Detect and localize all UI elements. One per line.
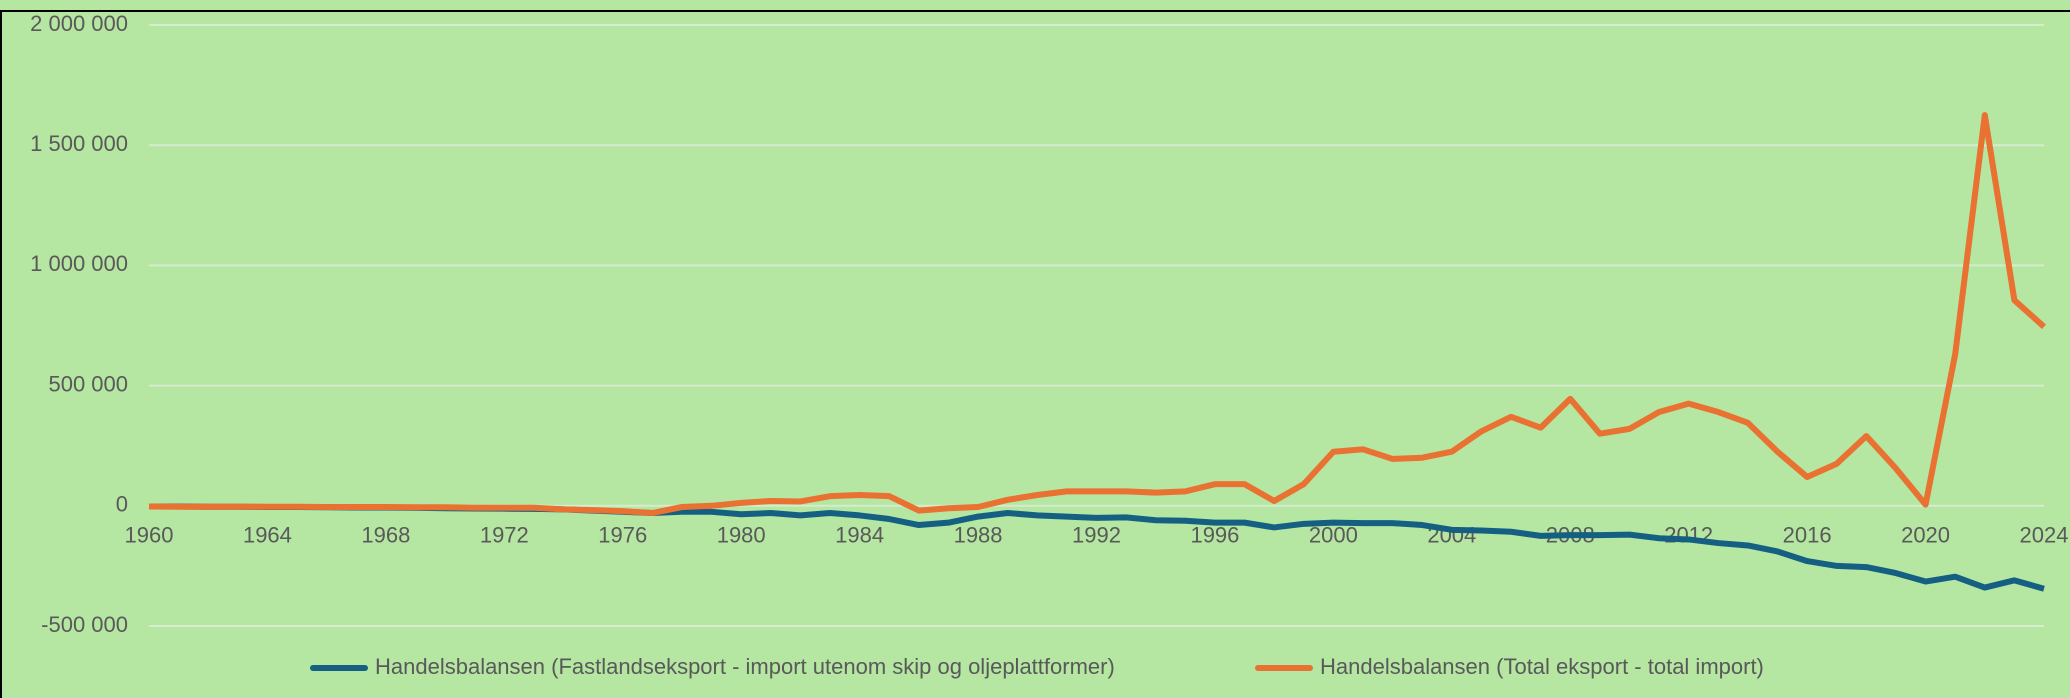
x-tick-label: 1968 xyxy=(361,523,410,548)
x-tick-label: 2016 xyxy=(1783,523,1832,548)
x-tick-label: 1976 xyxy=(598,523,647,548)
x-tick-label: 2020 xyxy=(1901,523,1950,548)
y-tick-label: 1 000 000 xyxy=(30,251,128,276)
x-tick-label: 1984 xyxy=(835,523,884,548)
x-tick-label: 1992 xyxy=(1072,523,1121,548)
x-tick-label: 1988 xyxy=(954,523,1003,548)
x-tick-label: 1996 xyxy=(1190,523,1239,548)
legend-label: Handelsbalansen (Total eksport - total i… xyxy=(1320,654,1764,679)
y-tick-label: 1 500 000 xyxy=(30,131,128,156)
x-tick-label: 1964 xyxy=(243,523,292,548)
y-tick-label: 500 000 xyxy=(48,371,128,396)
chart-frame xyxy=(0,10,2070,698)
y-tick-label: 2 000 000 xyxy=(30,11,128,36)
y-tick-label: -500 000 xyxy=(41,612,128,637)
x-tick-label: 1960 xyxy=(125,523,174,548)
legend-label: Handelsbalansen (Fastlandseksport - impo… xyxy=(375,654,1115,679)
x-tick-label: 1972 xyxy=(480,523,529,548)
x-tick-label: 1980 xyxy=(717,523,766,548)
series-line xyxy=(148,112,2046,517)
x-tick-label: 2024 xyxy=(2020,523,2069,548)
x-tick-label: 2000 xyxy=(1309,523,1358,548)
y-tick-label: 0 xyxy=(116,492,128,517)
